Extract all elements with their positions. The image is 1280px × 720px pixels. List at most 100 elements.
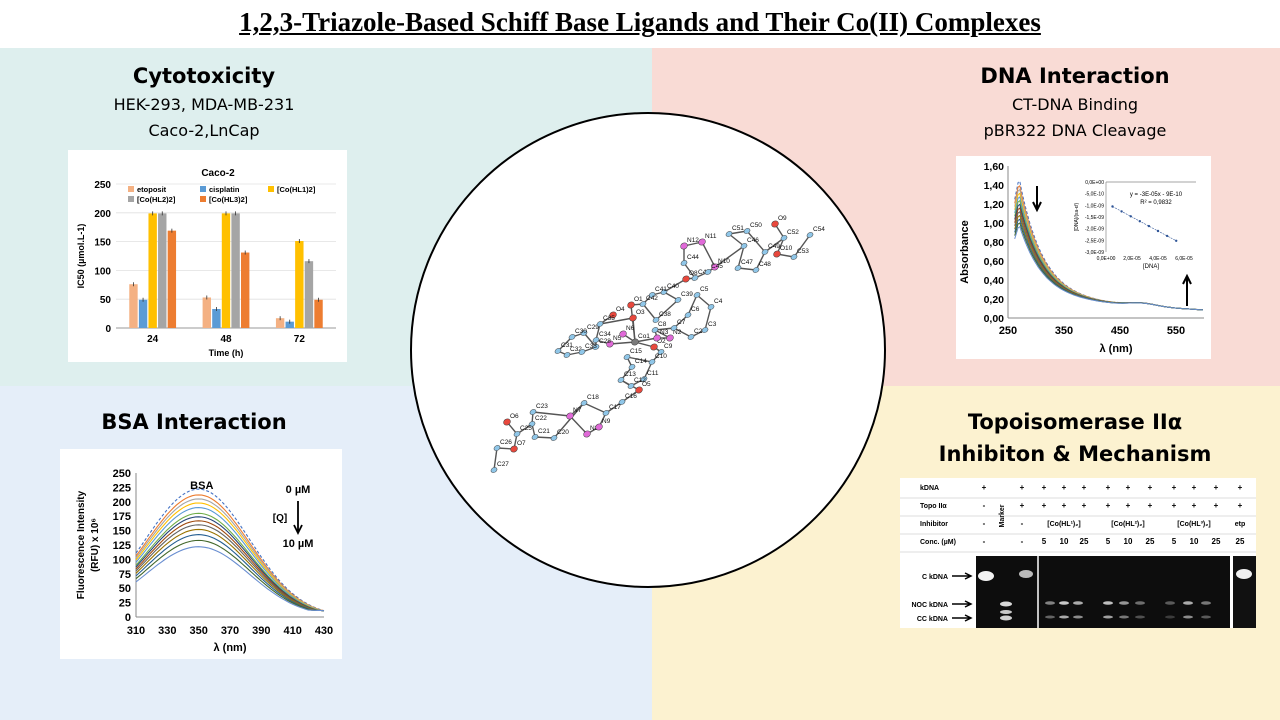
atom-c49 — [761, 249, 769, 255]
gel-topo-sign: + — [1020, 501, 1025, 510]
atom-c18 — [580, 400, 588, 406]
x-tick-label: 330 — [158, 625, 176, 637]
bar — [285, 321, 294, 328]
atom-c3 — [701, 327, 709, 333]
absorbance-chart-panel: 0,00 0,20 0,40 0,60 0,80 1,00 1,20 1,40 1,60 250 3… — [956, 156, 1211, 359]
bond — [755, 251, 766, 271]
emission-line — [135, 494, 325, 612]
bond — [687, 294, 698, 316]
atom-c20 — [550, 435, 558, 441]
atom-c28 — [592, 344, 600, 350]
gel-topo-sign: + — [1126, 501, 1131, 510]
emission-line — [135, 498, 325, 612]
gel-band-label: C kDNA — [922, 574, 948, 581]
bond — [553, 402, 585, 439]
y-axis-label-line1: Fluorescence Intensity — [76, 490, 87, 599]
atom-label: C42 — [646, 295, 658, 302]
gel-inhibitor-sign: - — [983, 519, 986, 528]
gel-band — [1073, 615, 1083, 619]
bar — [221, 213, 231, 328]
annotation-start: 0 µM — [286, 484, 311, 496]
bond — [764, 237, 785, 253]
gel-band — [1165, 615, 1175, 619]
y-tick-label: 225 — [113, 482, 131, 494]
inset-y-tick: -1,0E-09 — [1085, 203, 1104, 209]
inset-x-tick: 2,0E-05 — [1123, 256, 1141, 262]
atom-n7 — [566, 412, 574, 420]
legend-label: [Co(HL3)2] — [209, 195, 248, 204]
gel-electrophoresis: kDNA Topo IIα Inhibitor Conc. (µM) + + + + + + + + +… — [900, 483, 1256, 628]
bond — [626, 356, 653, 363]
bond — [737, 245, 745, 269]
atom-c31 — [554, 348, 562, 354]
gel-band — [1183, 601, 1193, 605]
gel-topo-sign: + — [1042, 501, 1047, 510]
bond — [714, 245, 745, 268]
chart-title: BSA — [190, 480, 213, 492]
x-tick-label: 350 — [189, 625, 207, 637]
emission-line — [135, 534, 325, 612]
atom-label: C40 — [667, 283, 679, 290]
y-tick-label: 0,60 — [984, 256, 1005, 268]
gel-topo-sign: + — [1082, 501, 1087, 510]
gel-marker-label: Marker — [999, 504, 1006, 527]
atom-c4 — [707, 304, 715, 310]
gel-band — [1000, 610, 1012, 614]
bond — [493, 447, 498, 471]
atom-c23 — [529, 409, 537, 415]
gel-band — [1135, 601, 1145, 605]
y-tick-label: 150 — [94, 238, 111, 249]
atom-o7 — [510, 445, 518, 453]
legend-label: etoposit — [137, 185, 167, 194]
atom-label: C2 — [694, 328, 703, 335]
page-title: 1,2,3-Triazole-Based Schiff Base Ligands… — [239, 7, 1041, 37]
emission-line — [135, 502, 325, 612]
gel-row-label: Conc. (µM) — [920, 539, 956, 546]
gel-kdna-sign: + — [1062, 483, 1067, 492]
atom-label: C46 — [747, 237, 759, 244]
atom-c46 — [740, 243, 748, 249]
atom-label: N5 — [613, 335, 622, 342]
gel-conc-value: 25 — [1080, 537, 1089, 546]
y-axis-label: Absorbance — [959, 220, 971, 284]
atom-label: C25 — [520, 425, 532, 432]
atom-label: C41 — [655, 286, 667, 293]
bond — [746, 230, 766, 253]
atom-c11 — [640, 376, 648, 382]
atom-label: N3 — [660, 329, 669, 336]
gel-band-arrow — [952, 600, 973, 608]
atom-label: O9 — [778, 215, 787, 222]
atom-label: C45 — [711, 263, 723, 270]
atom-label: C43 — [698, 269, 710, 276]
inset-background — [1064, 170, 1204, 270]
gel-kdna-sign: + — [1148, 483, 1153, 492]
atom-label: C23 — [536, 403, 548, 410]
atom-c29 — [580, 330, 588, 336]
inset-y-tick: -2,5E-09 — [1085, 238, 1104, 244]
y-tick-label: 250 — [94, 180, 111, 191]
legend-label: [Co(HL2)2] — [137, 195, 176, 204]
atom-c34 — [592, 337, 600, 343]
y-tick-label: 1,00 — [984, 218, 1005, 230]
atom-label: C49 — [768, 243, 780, 250]
gel-topo-sign: + — [1062, 501, 1067, 510]
atom-c9 — [657, 349, 665, 355]
gel-band — [1073, 601, 1083, 605]
gel-band — [1059, 615, 1069, 619]
atom-label: C35 — [603, 315, 615, 322]
atom-c38 — [652, 317, 660, 323]
bond — [642, 303, 657, 321]
atom-label: O7 — [517, 440, 526, 447]
atom-c40 — [660, 289, 668, 295]
emission-line — [135, 546, 325, 612]
atom-c5 — [693, 292, 701, 298]
atom-label: C5 — [700, 286, 709, 293]
atom-c48 — [752, 267, 760, 273]
bond — [599, 317, 634, 325]
gel-kdna-sign: + — [1106, 483, 1111, 492]
atom-c44 — [680, 260, 688, 266]
y-axis-label: IC50 (µmol.L-1) — [76, 224, 86, 289]
gel-band — [1135, 615, 1145, 619]
bar — [138, 299, 148, 328]
